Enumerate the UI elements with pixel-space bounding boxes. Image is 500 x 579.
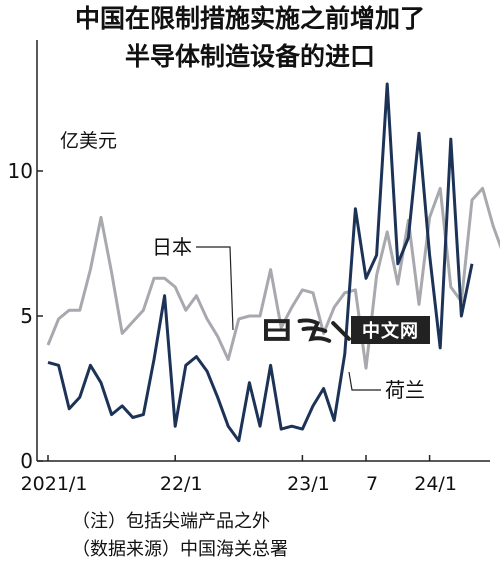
watermark: 中文网 xyxy=(264,315,430,345)
x-tick-label: 24/1 xyxy=(414,473,457,495)
y-tick-label: 10 xyxy=(8,159,33,183)
x-tick-label: 23/1 xyxy=(287,473,330,495)
label-leader-netherlands xyxy=(348,371,381,391)
y-tick-label: 0 xyxy=(20,449,33,473)
source-note: （数据来源）中国海关总署 xyxy=(72,539,288,560)
y-axis-unit: 亿美元 xyxy=(60,130,118,152)
x-tick-label: 7 xyxy=(366,473,378,495)
series-label-japan: 日本 xyxy=(152,235,192,259)
footnote: （注）包括尖端产品之外 xyxy=(72,511,270,532)
x-tick-label: 2021/1 xyxy=(21,473,88,495)
x-tick-label: 22/1 xyxy=(160,473,203,495)
series-label-netherlands: 荷兰 xyxy=(385,378,425,402)
chart-title-line-1: 中国在限制措施实施之前增加了 xyxy=(74,4,425,33)
chart-title-line-2: 半导体制造设备的进口 xyxy=(124,42,375,71)
watermark-text: 中文网 xyxy=(350,316,430,344)
watermark-logo-icon xyxy=(264,318,351,343)
y-tick-label: 5 xyxy=(20,304,33,328)
series-line-netherlands xyxy=(47,82,474,443)
label-leader-japan xyxy=(196,246,234,331)
